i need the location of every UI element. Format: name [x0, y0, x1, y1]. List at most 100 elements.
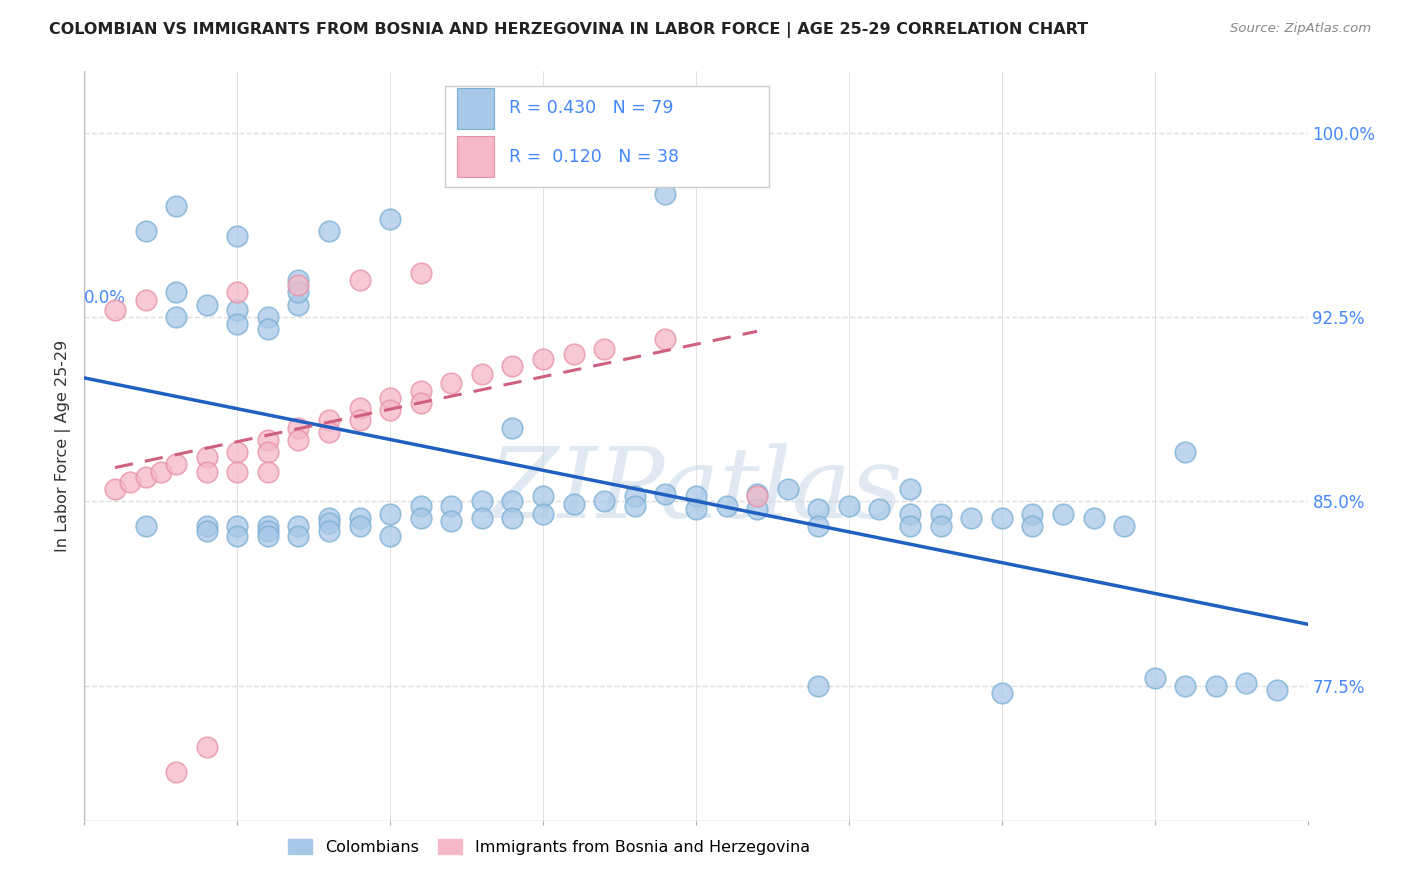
- Point: [1174, 445, 1197, 459]
- Point: [226, 318, 249, 332]
- Point: [502, 359, 524, 373]
- Text: COLOMBIAN VS IMMIGRANTS FROM BOSNIA AND HERZEGOVINA IN LABOR FORCE | AGE 25-29 C: COLOMBIAN VS IMMIGRANTS FROM BOSNIA AND …: [49, 22, 1088, 38]
- Point: [409, 511, 432, 525]
- Point: [409, 499, 432, 513]
- Point: [257, 433, 280, 447]
- Point: [1114, 519, 1136, 533]
- Point: [349, 273, 371, 287]
- Point: [135, 224, 157, 238]
- Legend: Colombians, Immigrants from Bosnia and Herzegovina: Colombians, Immigrants from Bosnia and H…: [283, 833, 817, 862]
- Point: [226, 229, 249, 244]
- Point: [165, 199, 187, 213]
- Point: [380, 391, 402, 405]
- Text: Source: ZipAtlas.com: Source: ZipAtlas.com: [1230, 22, 1371, 36]
- Point: [531, 351, 554, 366]
- Point: [120, 475, 142, 489]
- Point: [195, 524, 218, 538]
- Point: [257, 465, 280, 479]
- Point: [135, 469, 157, 483]
- Point: [807, 501, 830, 516]
- Point: [287, 285, 309, 300]
- Point: [1143, 671, 1166, 685]
- Point: [685, 501, 707, 516]
- Text: R =  0.120   N = 38: R = 0.120 N = 38: [509, 148, 679, 166]
- Point: [380, 403, 402, 417]
- Point: [195, 739, 218, 754]
- Point: [149, 465, 172, 479]
- Point: [165, 285, 187, 300]
- Point: [991, 686, 1014, 700]
- Point: [1052, 507, 1074, 521]
- Point: [195, 450, 218, 464]
- Point: [318, 524, 340, 538]
- Point: [747, 487, 769, 501]
- Point: [654, 487, 676, 501]
- Point: [349, 413, 371, 427]
- Point: [747, 501, 769, 516]
- Point: [287, 529, 309, 543]
- Point: [165, 458, 187, 472]
- Point: [531, 507, 554, 521]
- Point: [257, 524, 280, 538]
- Point: [502, 420, 524, 434]
- Point: [257, 519, 280, 533]
- Point: [165, 764, 187, 779]
- Point: [747, 489, 769, 503]
- Point: [257, 310, 280, 324]
- Text: R = 0.430   N = 79: R = 0.430 N = 79: [509, 99, 673, 117]
- Point: [318, 224, 340, 238]
- Point: [287, 278, 309, 293]
- Point: [380, 529, 402, 543]
- Point: [409, 384, 432, 398]
- Point: [380, 211, 402, 226]
- Point: [624, 499, 647, 513]
- Point: [1083, 511, 1105, 525]
- Point: [226, 285, 249, 300]
- Point: [318, 516, 340, 531]
- Point: [807, 679, 830, 693]
- Point: [562, 497, 585, 511]
- Point: [409, 266, 432, 280]
- Point: [991, 511, 1014, 525]
- Point: [471, 367, 494, 381]
- Point: [226, 302, 249, 317]
- Point: [349, 511, 371, 525]
- Point: [776, 482, 799, 496]
- Point: [287, 420, 309, 434]
- Point: [838, 499, 860, 513]
- Point: [898, 482, 921, 496]
- Point: [257, 322, 280, 336]
- Point: [1265, 683, 1288, 698]
- Point: [898, 507, 921, 521]
- Point: [440, 499, 463, 513]
- Point: [349, 519, 371, 533]
- Point: [195, 465, 218, 479]
- Point: [869, 501, 891, 516]
- Point: [440, 376, 463, 391]
- Point: [135, 293, 157, 307]
- FancyBboxPatch shape: [457, 87, 494, 128]
- Point: [1021, 507, 1043, 521]
- Point: [226, 519, 249, 533]
- Point: [471, 494, 494, 508]
- Point: [1174, 679, 1197, 693]
- Point: [593, 342, 616, 356]
- Point: [195, 298, 218, 312]
- Point: [685, 489, 707, 503]
- Point: [593, 494, 616, 508]
- Point: [1205, 679, 1227, 693]
- FancyBboxPatch shape: [446, 87, 769, 187]
- Point: [1021, 519, 1043, 533]
- Point: [226, 445, 249, 459]
- Point: [380, 507, 402, 521]
- Point: [287, 298, 309, 312]
- Point: [654, 332, 676, 346]
- Point: [502, 494, 524, 508]
- FancyBboxPatch shape: [457, 136, 494, 178]
- Point: [318, 413, 340, 427]
- Point: [257, 529, 280, 543]
- Y-axis label: In Labor Force | Age 25-29: In Labor Force | Age 25-29: [55, 340, 72, 552]
- Point: [929, 507, 952, 521]
- Text: ZIPatlas: ZIPatlas: [489, 443, 903, 539]
- Point: [807, 519, 830, 533]
